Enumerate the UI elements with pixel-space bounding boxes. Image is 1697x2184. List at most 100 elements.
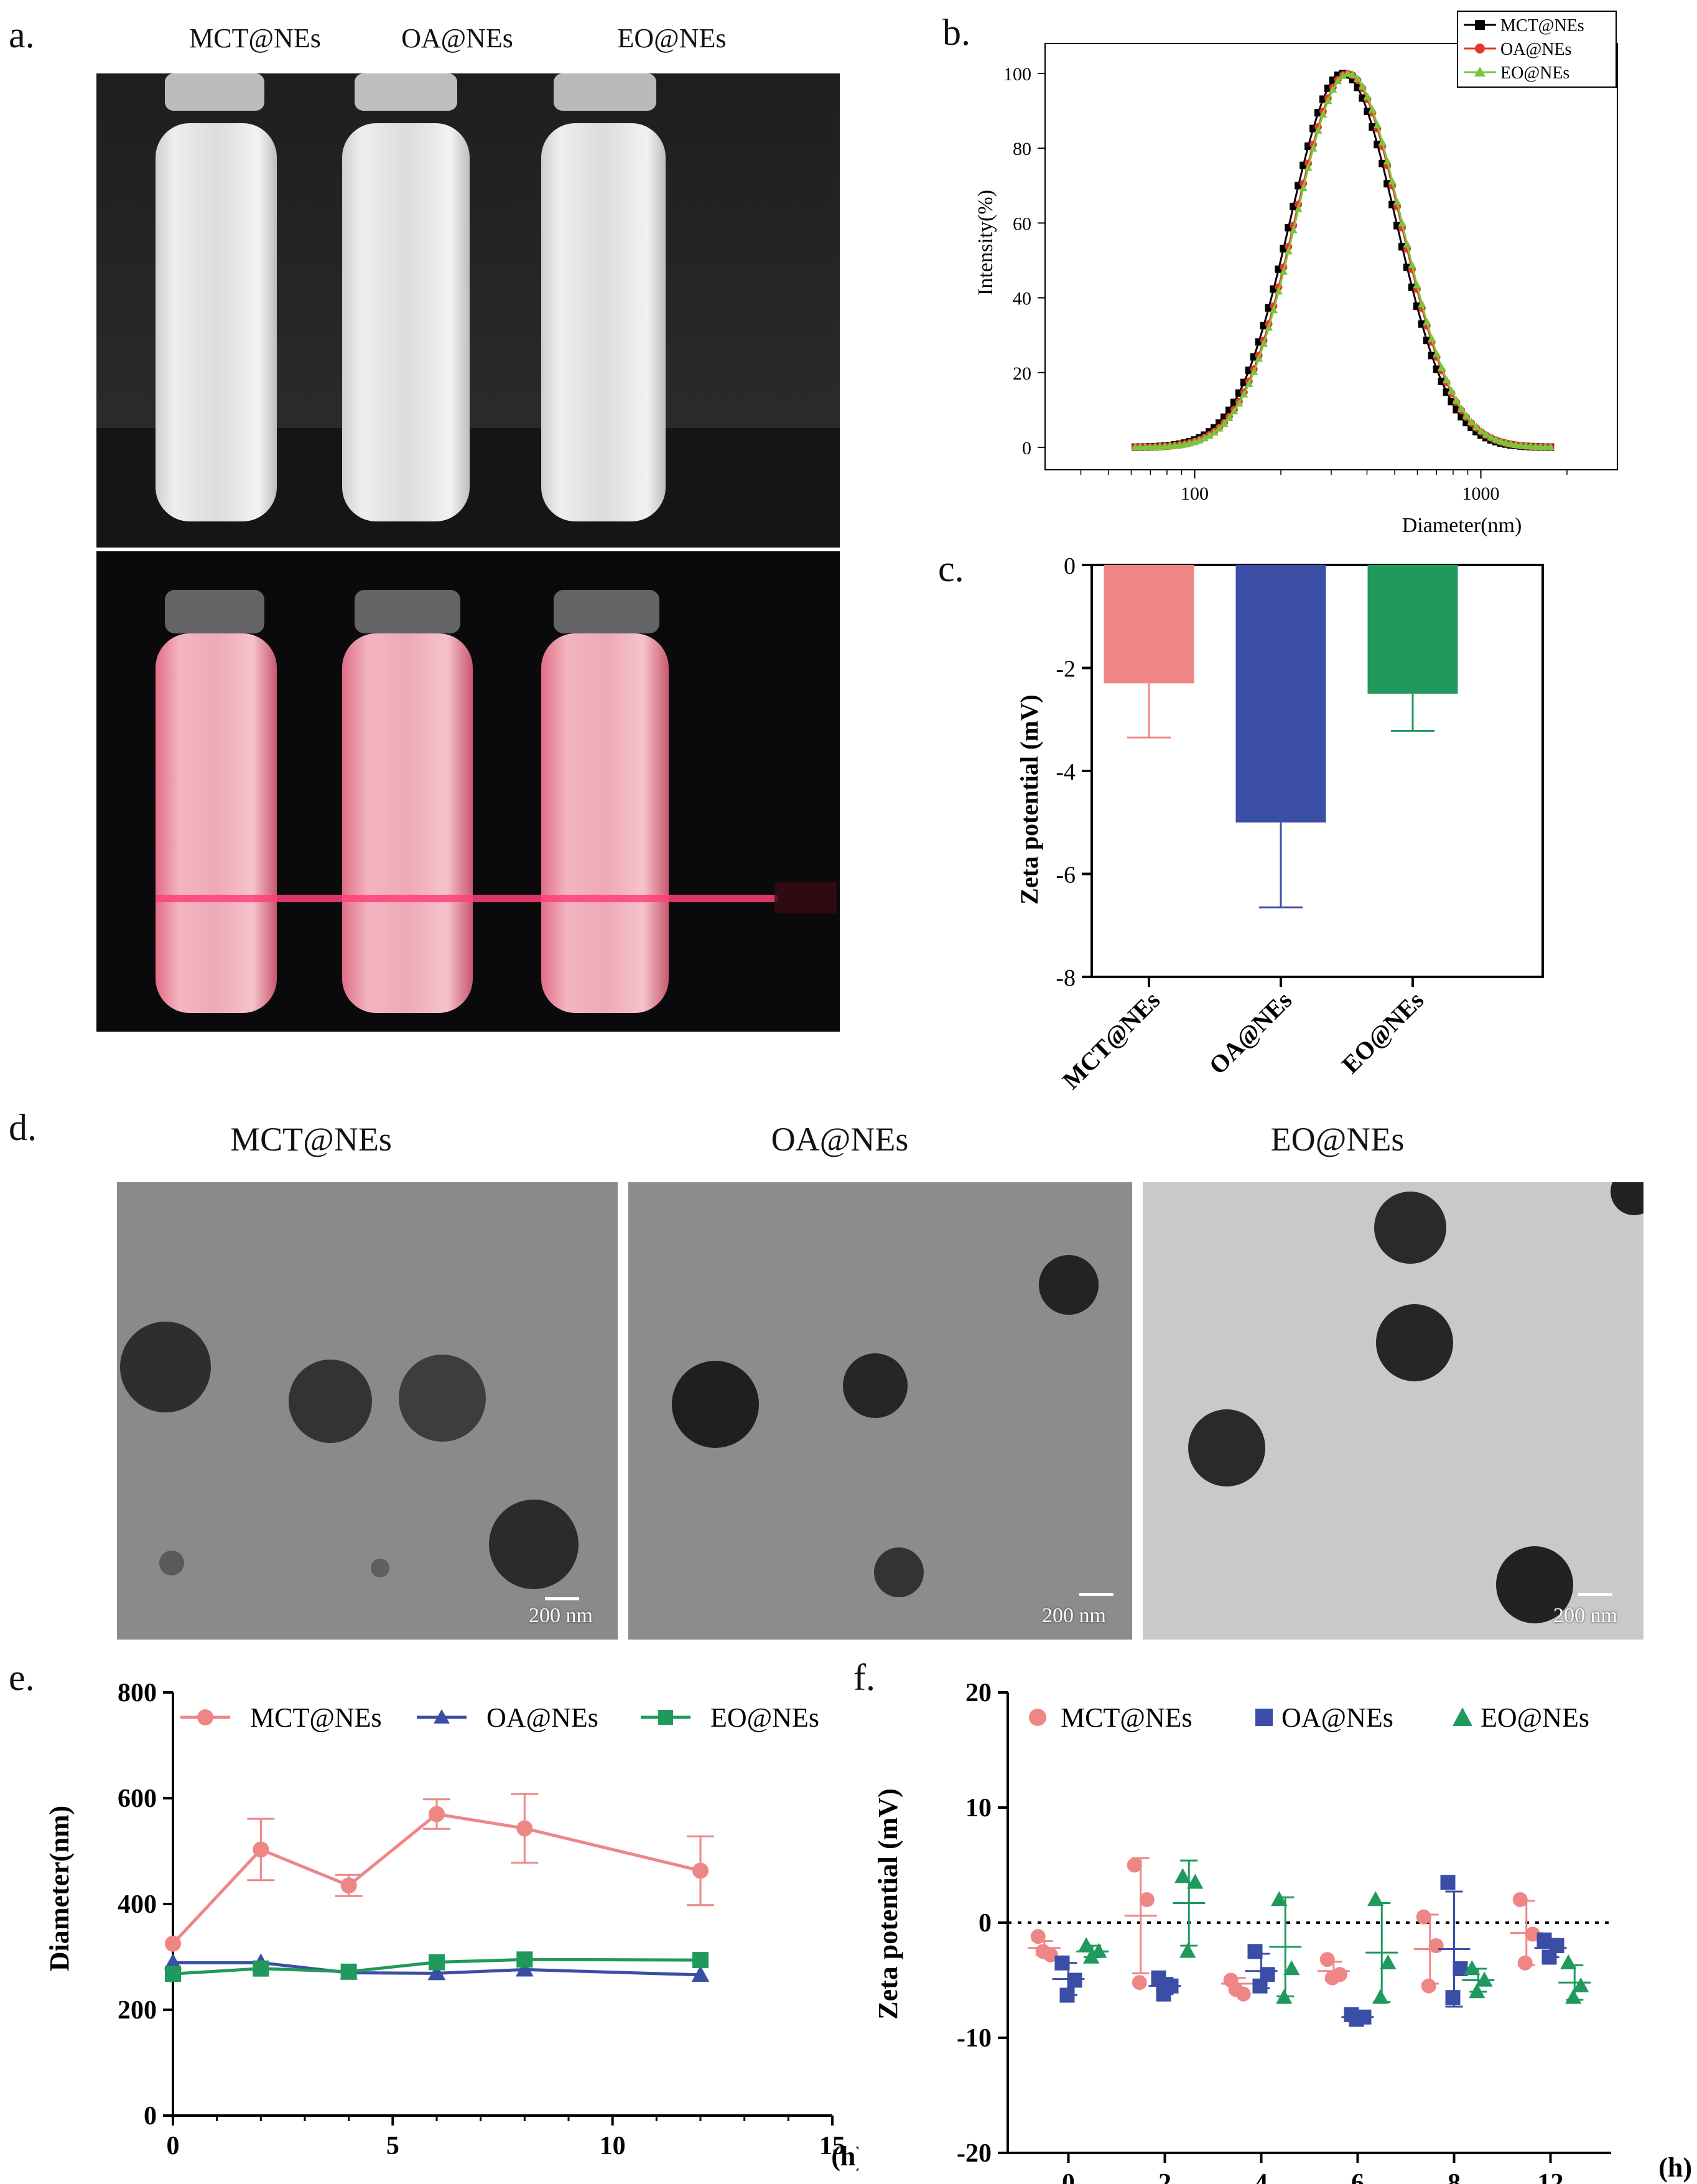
dls-point	[1353, 74, 1362, 82]
dls-point	[1472, 422, 1481, 431]
zeta-ylabel: Zeta potential (mV)	[1015, 694, 1043, 905]
dls-point	[1225, 413, 1234, 421]
zeta-time-ytick-label: -10	[957, 2024, 992, 2053]
dls-point	[1299, 184, 1308, 192]
panel-label-c: c.	[938, 548, 964, 589]
diameter-series-2	[165, 1951, 709, 1982]
vial-top-2	[342, 73, 470, 521]
tem-header-mct: MCT@NEs	[230, 1121, 392, 1158]
dls-point	[1507, 439, 1515, 447]
dls-point	[1403, 240, 1411, 248]
legend-f-oa: OA@NEs	[1281, 1702, 1393, 1733]
diameter-point	[165, 1935, 181, 1952]
zeta-time-point	[1525, 1926, 1540, 1942]
zeta-time-point	[1283, 1960, 1300, 1976]
zeta-time-point	[1054, 1955, 1070, 1971]
dls-point	[1462, 411, 1471, 419]
panel-label-d: d.	[9, 1107, 37, 1148]
zeta-time-xtick-label: 12	[1538, 2169, 1564, 2184]
zeta-time-ytick-label: 0	[979, 1909, 992, 1938]
dls-point	[1437, 363, 1446, 371]
dls-point	[1477, 426, 1485, 434]
dls-point	[1279, 267, 1288, 275]
dls-point	[1457, 404, 1466, 413]
diameter-ytick-label: 800	[118, 1679, 157, 1707]
diameter-point	[253, 1960, 269, 1977]
diameter-ylabel: Diameter(nm)	[44, 1806, 75, 1971]
dls-line-2	[1135, 72, 1551, 449]
tem-image-mct	[117, 1182, 618, 1640]
vial-bottom-1	[156, 590, 277, 1013]
diameter-legend: MCT@NEs OA@NEs EO@NEs	[180, 1702, 819, 1733]
dls-point	[1334, 77, 1342, 85]
vial-bottom-2	[342, 590, 473, 1013]
zeta-time-point	[1247, 1944, 1263, 1959]
dls-point	[1210, 427, 1219, 436]
vial-top-1	[156, 73, 277, 521]
diameter-point	[691, 1965, 710, 1982]
zeta-time-point	[1565, 1989, 1582, 2004]
zeta-bar-0	[1104, 565, 1194, 684]
zeta-time-point	[1428, 1938, 1444, 1953]
diameter-point	[516, 1951, 533, 1968]
zeta-time-group	[1076, 1937, 1109, 1964]
zeta-time-legend: MCT@NEs OA@NEs EO@NEs	[1029, 1702, 1589, 1733]
diameter-point	[427, 1964, 446, 1981]
zeta-time-point	[1464, 1960, 1481, 1976]
panel-label-f: f.	[853, 1657, 875, 1698]
dls-point	[1339, 71, 1347, 79]
diameter-point	[165, 1966, 181, 1982]
dls-point	[1433, 349, 1441, 357]
vial-top-3	[541, 73, 666, 521]
zeta-time-point	[1512, 1892, 1528, 1907]
dls-series-0	[1132, 70, 1555, 451]
diameter-point	[164, 1953, 182, 1970]
dls-series-2	[1131, 69, 1555, 450]
zeta-time-group	[1365, 1891, 1398, 2004]
dls-xlabel: Diameter(nm)	[1402, 514, 1522, 537]
dls-point	[1304, 163, 1313, 171]
dls-point	[1329, 76, 1337, 84]
legend-mct: MCT@NEs	[250, 1702, 382, 1733]
dls-point	[1408, 260, 1416, 268]
zeta-time-point	[1349, 2012, 1364, 2027]
zeta-time-group	[1510, 1892, 1543, 1971]
zeta-time-point	[1035, 1944, 1051, 1959]
dls-point	[1324, 96, 1332, 104]
zeta-time-point	[1127, 1857, 1142, 1873]
dls-ytick-label: 0	[1022, 438, 1031, 459]
zeta-bar-1	[1235, 565, 1326, 823]
zeta-ytick-label: -4	[1056, 759, 1076, 785]
dls-point	[1240, 390, 1248, 398]
diameter-ytick-label: 400	[118, 1890, 157, 1919]
diameter-point	[429, 1806, 445, 1822]
zeta-ytick-label: -8	[1056, 965, 1076, 991]
dls-point	[1200, 434, 1209, 442]
dls-point	[1388, 177, 1397, 185]
zeta-time-group	[1245, 1944, 1278, 1994]
zeta-time-group	[1028, 1929, 1061, 1962]
dls-ytick-label: 20	[1013, 363, 1031, 384]
zeta-xtick-label-1: OA@NEs	[1204, 986, 1298, 1080]
diameter-time-chart: 0 200 400 600 800 0 5 10 15 Diameter(nm) (h) MCT…	[44, 1679, 858, 2172]
zeta-time-group	[1413, 1909, 1446, 1994]
zeta-time-xtick-label: 0	[1062, 2169, 1075, 2184]
zeta-time-point	[1476, 1971, 1493, 1987]
zeta-time-point	[1573, 1977, 1589, 1992]
scale-bar-oa: 200 nm	[1042, 1604, 1106, 1627]
dls-point	[1418, 299, 1426, 307]
dls-point	[1309, 144, 1318, 152]
zeta-time-group	[1438, 1875, 1471, 2008]
dls-point	[1512, 440, 1520, 448]
diameter-xtick-label: 0	[167, 2132, 180, 2160]
dls-point	[1250, 367, 1258, 375]
zeta-time-group	[1317, 1952, 1350, 1986]
zeta-time-group	[1148, 1970, 1181, 2002]
zeta-time-xtick-label: 2	[1158, 2169, 1171, 2184]
dls-point	[1220, 419, 1229, 427]
zeta-ytick-label: 0	[1064, 553, 1076, 579]
dls-point	[1195, 436, 1204, 444]
diameter-point	[516, 1960, 534, 1977]
zeta-time-point	[1517, 1955, 1533, 1971]
tem-image-eo	[1143, 1182, 1644, 1640]
